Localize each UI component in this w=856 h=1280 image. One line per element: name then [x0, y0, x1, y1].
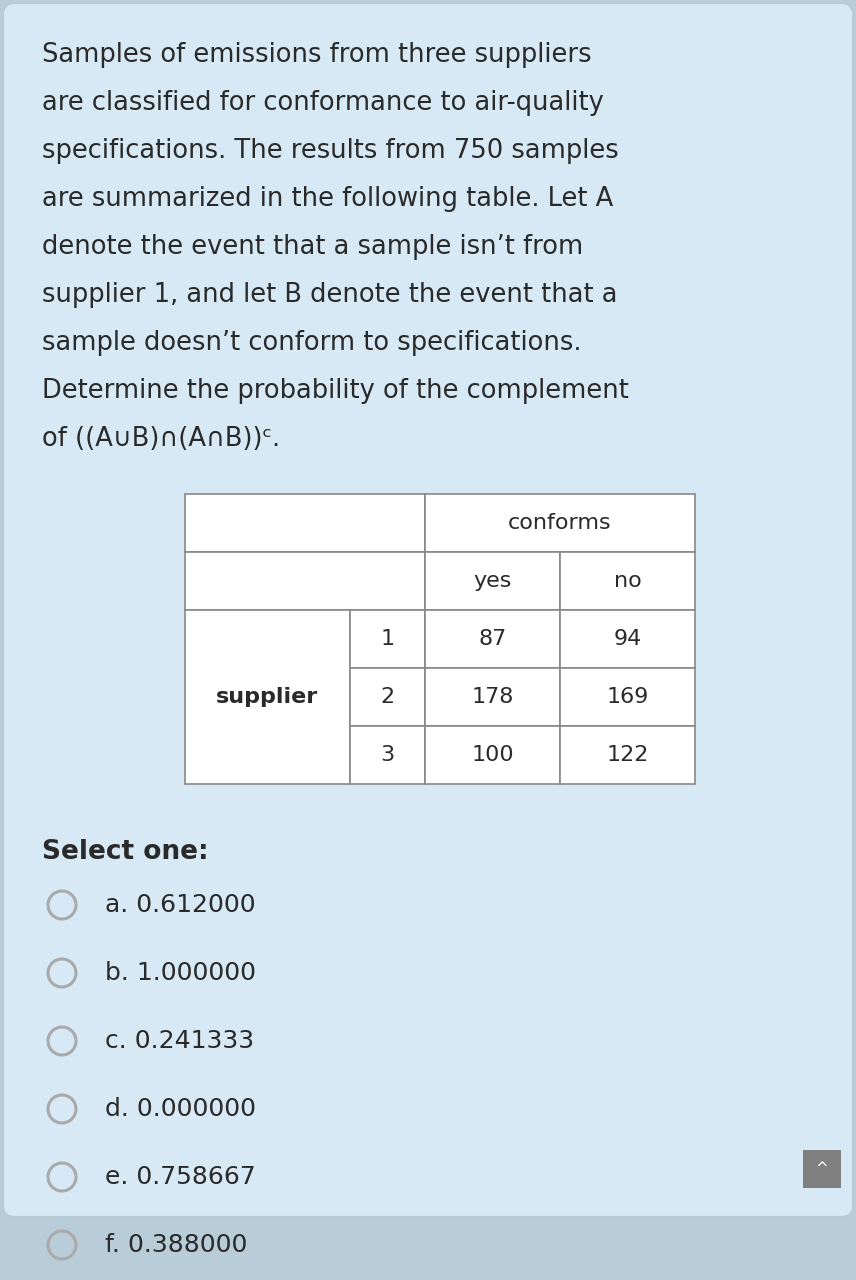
- Bar: [185, 552, 425, 611]
- Bar: [350, 726, 425, 783]
- Text: c. 0.241333: c. 0.241333: [105, 1029, 254, 1053]
- Text: supplier 1, and let B denote the event that a: supplier 1, and let B denote the event t…: [42, 282, 617, 308]
- Text: 94: 94: [614, 628, 642, 649]
- Bar: [350, 668, 425, 726]
- Text: of ((A∪B)∩(A∩B))ᶜ.: of ((A∪B)∩(A∩B))ᶜ.: [42, 426, 280, 452]
- Text: are summarized in the following table. Let A: are summarized in the following table. L…: [42, 186, 613, 212]
- Text: yes: yes: [473, 571, 512, 591]
- Text: e. 0.758667: e. 0.758667: [105, 1165, 256, 1189]
- Text: 1: 1: [380, 628, 395, 649]
- Text: conforms: conforms: [508, 513, 612, 532]
- Text: b. 1.000000: b. 1.000000: [105, 961, 256, 986]
- Bar: [425, 611, 560, 668]
- FancyBboxPatch shape: [3, 3, 853, 1217]
- Bar: [350, 611, 425, 668]
- Text: 100: 100: [471, 745, 514, 765]
- Text: a. 0.612000: a. 0.612000: [105, 893, 256, 916]
- Text: ^: ^: [816, 1161, 829, 1176]
- Bar: [560, 611, 695, 668]
- Bar: [185, 494, 425, 552]
- Bar: [425, 552, 560, 611]
- Text: are classified for conformance to air-quality: are classified for conformance to air-qu…: [42, 90, 603, 116]
- Text: denote the event that a sample isn’t from: denote the event that a sample isn’t fro…: [42, 234, 583, 260]
- Text: Select one:: Select one:: [42, 838, 209, 865]
- Bar: [425, 668, 560, 726]
- Bar: [185, 611, 350, 783]
- Text: no: no: [614, 571, 641, 591]
- Bar: [803, 1149, 841, 1188]
- Bar: [560, 668, 695, 726]
- Text: 122: 122: [606, 745, 649, 765]
- Text: supplier: supplier: [217, 687, 318, 707]
- Text: f. 0.388000: f. 0.388000: [105, 1233, 247, 1257]
- Text: 178: 178: [472, 687, 514, 707]
- Bar: [560, 552, 695, 611]
- Text: specifications. The results from 750 samples: specifications. The results from 750 sam…: [42, 138, 619, 164]
- Text: sample doesn’t conform to specifications.: sample doesn’t conform to specifications…: [42, 330, 581, 356]
- Text: 3: 3: [380, 745, 395, 765]
- Bar: [425, 726, 560, 783]
- Bar: [560, 726, 695, 783]
- Text: Determine the probability of the complement: Determine the probability of the complem…: [42, 378, 629, 404]
- Bar: [425, 494, 695, 552]
- Text: d. 0.000000: d. 0.000000: [105, 1097, 256, 1121]
- Text: 87: 87: [479, 628, 507, 649]
- Text: 169: 169: [606, 687, 649, 707]
- Text: Samples of emissions from three suppliers: Samples of emissions from three supplier…: [42, 42, 591, 68]
- Text: 2: 2: [380, 687, 395, 707]
